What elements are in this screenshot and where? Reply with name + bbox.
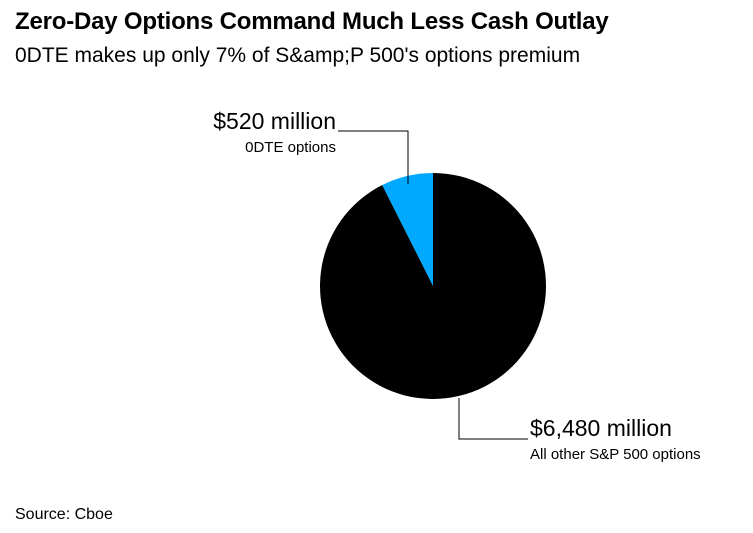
slice-value-label-odte: $520 million	[213, 108, 336, 134]
slice-category-label-other: All other S&P 500 options	[530, 446, 701, 463]
slice-category-label-odte: 0DTE options	[245, 139, 336, 156]
source-note: Source: Cboe	[15, 506, 113, 523]
leader-line-other	[458, 398, 528, 440]
pie-slice-odte	[382, 173, 433, 286]
pie-slices	[319, 173, 546, 399]
pie-slice-other	[319, 173, 546, 399]
slice-value-label-other: $6,480 million	[530, 415, 672, 441]
leader-line-odte	[338, 130, 409, 184]
chart-subtitle: 0DTE makes up only 7% of S&amp;P 500's o…	[15, 44, 581, 67]
chart-title: Zero-Day Options Command Much Less Cash …	[15, 8, 609, 35]
